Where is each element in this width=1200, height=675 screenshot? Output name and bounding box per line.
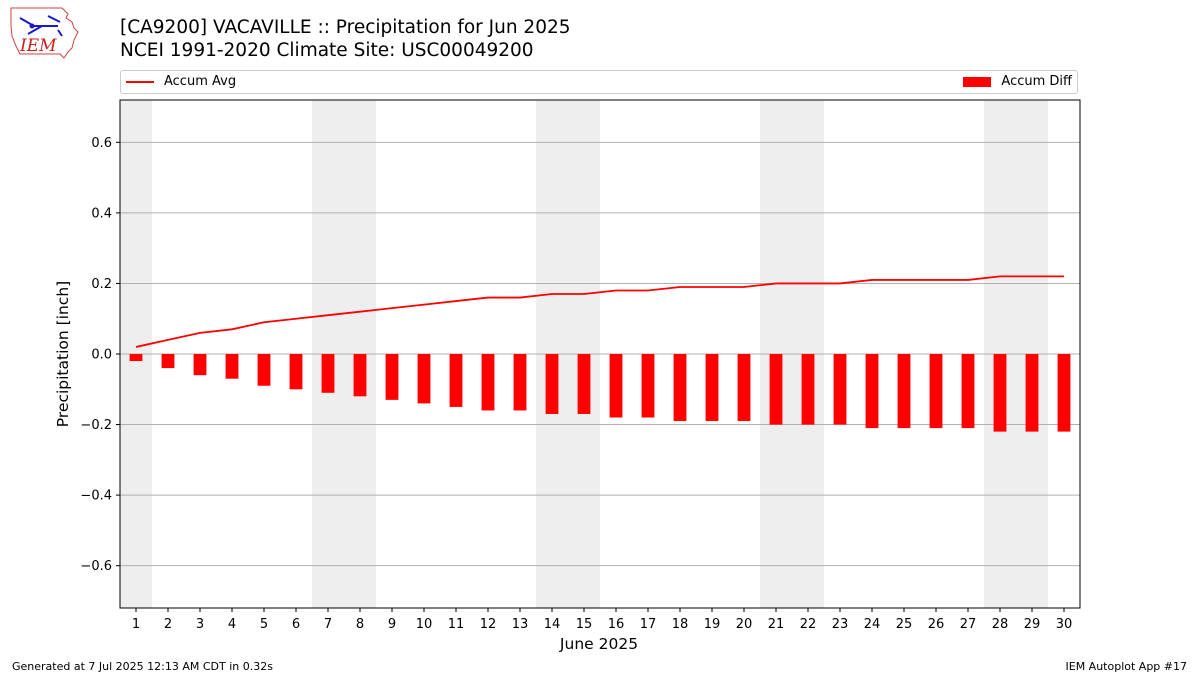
y-tick-label-1: −0.4 (80, 489, 112, 504)
legend-item-accum-avg: Accum Avg (126, 74, 236, 89)
y-tick-label-6: 0.6 (91, 136, 112, 151)
y-tick-label-2: −0.2 (80, 418, 112, 433)
y-tick-label-4: 0.2 (91, 277, 112, 292)
bar-accum-diff-day-9 (385, 354, 399, 400)
bar-accum-diff-day-13 (513, 354, 527, 411)
x-tick-label-22: 22 (800, 617, 817, 632)
x-tick-label-6: 6 (292, 617, 300, 632)
x-tick-label-26: 26 (928, 617, 945, 632)
x-tick-label-19: 19 (704, 617, 721, 632)
bar-accum-diff-day-24 (865, 354, 879, 429)
line-accum-avg (135, 275, 1064, 348)
bar-accum-diff-day-14 (545, 354, 559, 414)
chart-subtitle: NCEI 1991-2020 Climate Site: USC00049200 (120, 40, 534, 61)
x-tick-label-8: 8 (356, 617, 364, 632)
x-tick-label-18: 18 (672, 617, 689, 632)
x-tick-label-4: 4 (228, 617, 236, 632)
x-tick-label-14: 14 (544, 617, 561, 632)
bar-accum-diff-day-27 (961, 354, 975, 429)
bar-accum-diff-day-23 (833, 354, 847, 425)
x-tick-label-5: 5 (260, 617, 268, 632)
bar-accum-diff-day-17 (641, 354, 655, 418)
x-tick-label-24: 24 (864, 617, 881, 632)
x-tick-label-20: 20 (736, 617, 753, 632)
x-tick-label-17: 17 (640, 617, 657, 632)
y-axis-label: Precipitation [inch] (54, 281, 72, 427)
x-tick-label-16: 16 (608, 617, 625, 632)
plot-frame (119, 99, 1081, 609)
legend-line-swatch (126, 80, 154, 83)
legend-label-accum-diff: Accum Diff (1001, 74, 1072, 89)
legend-item-accum-diff: Accum Diff (963, 74, 1072, 89)
bar-accum-diff-day-5 (257, 354, 271, 386)
x-tick-label-3: 3 (196, 617, 204, 632)
bar-accum-diff-day-4 (225, 354, 239, 379)
bar-accum-diff-day-19 (705, 354, 719, 422)
bar-accum-diff-day-18 (673, 354, 687, 422)
axes: −0.6−0.4−0.20.00.20.40.61 2 3 4 5 6 7 8 9 10 11 12 1… (80, 99, 1081, 632)
x-tick-label-25: 25 (896, 617, 913, 632)
bar-accum-diff-day-15 (577, 354, 591, 414)
bar-accum-diff-day-12 (481, 354, 495, 411)
footer-app-text: IEM Autoplot App #17 (1065, 660, 1188, 673)
gridlines (120, 141, 1080, 567)
chart-title: [CA9200] VACAVILLE :: Precipitation for … (120, 17, 571, 38)
x-axis-label: June 2025 (559, 635, 638, 653)
bar-accum-diff-day-29 (1025, 354, 1039, 432)
bar-accum-diff-day-11 (449, 354, 463, 407)
bar-accum-diff-day-25 (897, 354, 911, 429)
x-tick-label-29: 29 (1024, 617, 1041, 632)
x-tick-label-12: 12 (480, 617, 497, 632)
legend-label-accum-avg: Accum Avg (164, 74, 237, 89)
bar-accum-diff-day-20 (737, 354, 751, 422)
logo-text: IEM (19, 36, 57, 56)
bar-accum-diff-day-6 (289, 354, 303, 390)
x-tick-label-11: 11 (448, 617, 465, 632)
footer-generated-text: Generated at 7 Jul 2025 12:13 AM CDT in … (12, 660, 273, 673)
accum-diff-bars (129, 354, 1071, 432)
bar-accum-diff-day-21 (769, 354, 783, 425)
y-tick-label-3: 0.0 (91, 348, 112, 363)
bar-accum-diff-day-28 (993, 354, 1007, 432)
bar-accum-diff-day-3 (193, 354, 207, 376)
y-tick-label-5: 0.4 (91, 206, 112, 221)
bar-accum-diff-day-10 (417, 354, 431, 404)
x-tick-label-23: 23 (832, 617, 849, 632)
x-tick-label-2: 2 (164, 617, 172, 632)
iem-logo: IEM (8, 6, 80, 60)
x-tick-label-21: 21 (768, 617, 785, 632)
bar-accum-diff-day-1 (129, 354, 143, 362)
x-tick-label-1: 1 (132, 617, 140, 632)
x-tick-label-13: 13 (512, 617, 529, 632)
legend-bar-swatch (963, 76, 992, 87)
bar-accum-diff-day-2 (161, 354, 175, 369)
x-tick-label-28: 28 (992, 617, 1009, 632)
x-tick-label-9: 9 (388, 617, 396, 632)
accum-avg-line-layer (135, 275, 1064, 348)
bar-accum-diff-day-16 (609, 354, 623, 418)
x-tick-label-27: 27 (960, 617, 977, 632)
x-tick-label-7: 7 (324, 617, 332, 632)
y-tick-label-0: −0.6 (80, 559, 112, 574)
bar-accum-diff-day-22 (801, 354, 815, 425)
x-tick-label-30: 30 (1056, 617, 1073, 632)
bar-accum-diff-day-30 (1057, 354, 1071, 432)
bar-accum-diff-day-7 (321, 354, 335, 393)
bar-accum-diff-day-26 (929, 354, 943, 429)
x-tick-label-10: 10 (416, 617, 433, 632)
bar-accum-diff-day-8 (353, 354, 367, 397)
legend: Accum Avg Accum Diff (120, 70, 1078, 94)
x-tick-label-15: 15 (576, 617, 593, 632)
